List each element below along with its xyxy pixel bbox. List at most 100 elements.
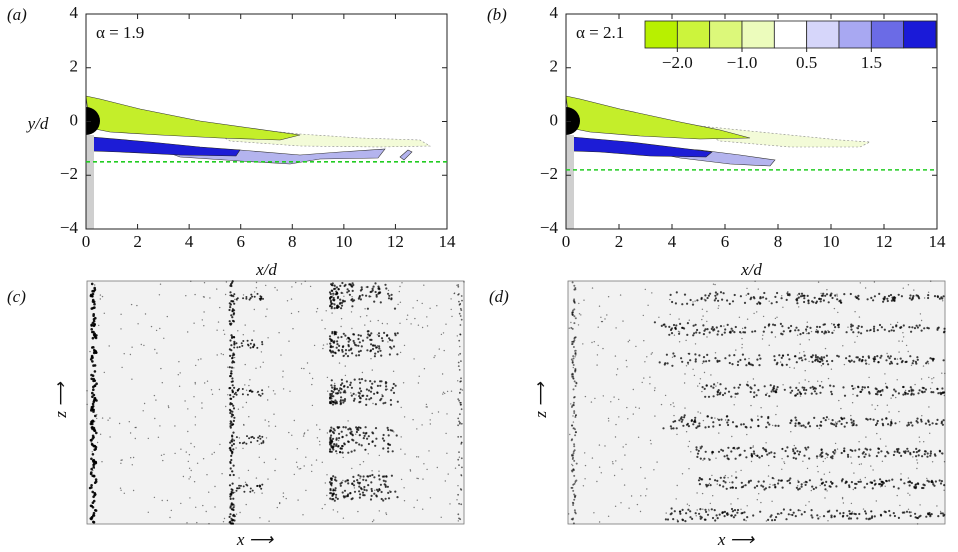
speckle [358, 434, 361, 437]
speckle [572, 427, 575, 430]
speckle [350, 450, 353, 453]
speckle [274, 458, 277, 460]
speckle [303, 367, 305, 370]
speckle [848, 510, 851, 513]
speckle [719, 383, 722, 386]
speckle [757, 480, 760, 483]
speckle [797, 296, 800, 299]
speckle [574, 356, 576, 358]
speckle [698, 331, 701, 334]
speckle [305, 456, 307, 458]
speckle [874, 408, 876, 410]
speckle [333, 307, 336, 310]
speckle [690, 419, 693, 423]
speckle [745, 294, 747, 296]
speckle [933, 377, 935, 379]
speckle [760, 454, 764, 458]
speckle [203, 282, 206, 284]
speckle [291, 434, 293, 436]
speckle [121, 459, 123, 461]
speckle [913, 485, 916, 488]
speckle [208, 523, 210, 525]
speckle [92, 313, 95, 316]
speckle [341, 350, 344, 353]
speckle [756, 311, 758, 313]
speckle [602, 347, 604, 350]
speckle [916, 421, 919, 424]
speckle [897, 392, 901, 395]
speckle [377, 350, 380, 353]
speckle [233, 393, 236, 395]
speckle [374, 282, 377, 285]
speckle [654, 415, 656, 417]
speckle [867, 356, 871, 359]
speckle [260, 487, 263, 490]
speckle [381, 437, 384, 440]
speckle [780, 479, 784, 482]
speckle [803, 351, 805, 353]
speckle [369, 474, 372, 477]
speckle [907, 492, 909, 494]
speckle [370, 338, 373, 341]
speckle [681, 303, 684, 306]
speckle [721, 298, 724, 301]
speckle [803, 297, 806, 300]
speckle [351, 433, 354, 436]
speckle [842, 345, 844, 347]
speckle [900, 454, 903, 457]
speckle [380, 497, 383, 501]
speckle [862, 508, 865, 510]
speckle [334, 388, 337, 391]
speckle [600, 472, 602, 474]
speckle [387, 297, 391, 300]
speckle [831, 482, 834, 485]
speckle [446, 413, 448, 415]
speckle [738, 316, 741, 318]
speckle [459, 388, 462, 391]
speckle [128, 421, 130, 423]
speckle [367, 453, 369, 455]
speckle [800, 292, 804, 295]
speckle [739, 358, 742, 362]
speckle [91, 336, 95, 340]
speckle [222, 353, 224, 356]
speckle [685, 339, 687, 342]
speckle [233, 505, 236, 507]
speckle [231, 522, 235, 525]
speckle [369, 320, 372, 322]
speckle [872, 469, 874, 471]
speckle [92, 385, 95, 389]
speckle [584, 395, 587, 398]
speckle [835, 421, 837, 423]
speckle [908, 326, 911, 329]
speckle [359, 475, 362, 478]
speckle [670, 332, 674, 335]
speckle [351, 352, 354, 355]
speckle [329, 392, 332, 396]
speckle [300, 283, 303, 285]
speckle [734, 325, 737, 329]
speckle [572, 366, 574, 369]
speckle [385, 513, 388, 516]
speckle [241, 344, 244, 347]
speckle [849, 448, 852, 452]
speckle [264, 419, 266, 421]
speckle [726, 415, 729, 418]
speckle [334, 401, 337, 404]
speckle [250, 441, 252, 444]
speckle [797, 389, 800, 392]
speckle [610, 401, 612, 403]
speckle [203, 325, 205, 327]
speckle [374, 403, 377, 406]
x-axis-label: x ⟶ [717, 530, 755, 549]
speckle [410, 323, 412, 325]
speckle [202, 458, 205, 460]
speckle [362, 461, 365, 463]
speckle [820, 294, 824, 297]
speckle [752, 378, 755, 380]
speckle [459, 391, 461, 394]
speckle [923, 327, 926, 330]
speckle [342, 401, 345, 404]
speckle [760, 407, 762, 409]
speckle [334, 489, 337, 492]
